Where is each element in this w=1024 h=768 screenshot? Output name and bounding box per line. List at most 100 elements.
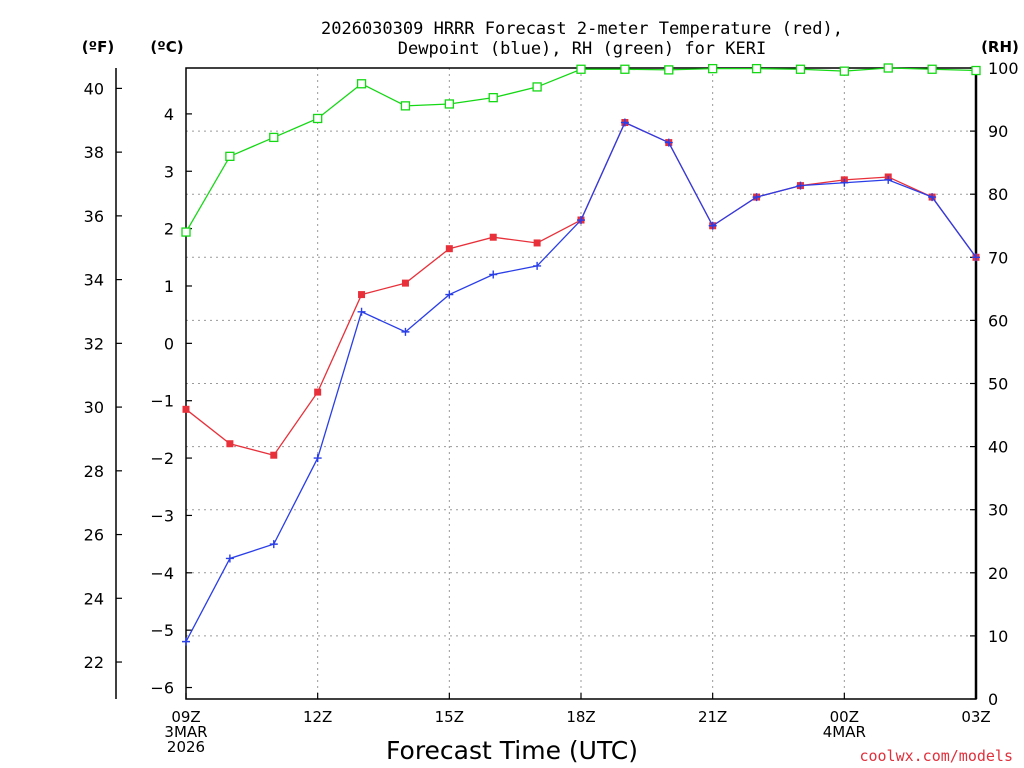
fahrenheit-tick-label: 32 [84, 334, 104, 353]
temperature-point [226, 440, 234, 448]
rh-tick-label: 90 [988, 122, 1008, 141]
axes: 22 24 26 28 30 32 34 36 38 40 −6 −5 −4 −3 −2 −1 0 1 2 3 40 10… [84, 59, 1019, 709]
dewpoint-point [269, 540, 278, 549]
chart-title-line-2: Dewpoint (blue), RH (green) for KERI [398, 39, 766, 59]
temperature-point [489, 233, 497, 241]
celsius-tick-label: −4 [150, 564, 174, 583]
dewpoint-point [796, 181, 805, 190]
celsius-tick-label: 3 [164, 162, 174, 181]
x-tick-label: 21Z [698, 708, 727, 726]
rh-point [620, 64, 630, 74]
plot-frame [185, 67, 977, 700]
celsius-unit-label: (ºC) [150, 38, 183, 56]
dewpoint-point [708, 221, 717, 230]
dewpoint-point [664, 138, 673, 147]
celsius-tick-label: −6 [150, 679, 174, 698]
temperature-point [401, 279, 409, 287]
celsius-tick-label: 2 [164, 220, 174, 239]
rh-point [576, 64, 586, 74]
x-tick-label: 12Z [303, 708, 332, 726]
temperature-point [533, 239, 541, 247]
x-tick-label: 3MAR [164, 723, 207, 741]
rh-point [708, 63, 718, 74]
rh-point [971, 65, 981, 76]
celsius-tick-label: 4 [164, 105, 174, 124]
x-tick-label: 03Z [961, 708, 990, 726]
rh-tick-label: 70 [988, 248, 1008, 267]
fahrenheit-tick-label: 34 [84, 271, 104, 290]
fahrenheit-tick-label: 38 [84, 143, 104, 162]
rh-point [400, 101, 411, 111]
x-tick-label: 15Z [435, 708, 464, 726]
rh-point [181, 227, 191, 237]
dewpoint-point [182, 637, 190, 646]
fahrenheit-tick-label: 28 [84, 462, 104, 481]
celsius-tick-label: 0 [164, 334, 174, 353]
credit-text: coolwx.com/models [859, 747, 1013, 765]
x-tick-label: 4MAR [823, 723, 866, 741]
rh-point [269, 132, 279, 143]
fahrenheit-tick-label: 22 [84, 653, 104, 672]
rh-tick-label: 20 [988, 564, 1008, 583]
rh-tick-label: 10 [988, 627, 1008, 646]
rh-point [444, 99, 454, 109]
rh-unit-label: (RH) [981, 38, 1019, 56]
dewpoint-point [972, 253, 980, 262]
rh-point [356, 79, 367, 89]
temperature-point [445, 245, 453, 253]
rh-point [664, 65, 674, 75]
dewpoint-point [752, 193, 761, 202]
rh-tick-label: 30 [988, 501, 1008, 520]
rh-point [313, 113, 323, 124]
rh-point [795, 64, 806, 74]
celsius-tick-label: 1 [164, 277, 174, 296]
celsius-tick-label: −5 [150, 621, 174, 640]
dewpoint-point [357, 307, 366, 316]
dewpoint-point [533, 261, 542, 270]
rh-point [883, 63, 893, 73]
celsius-tick-label: −1 [150, 392, 174, 411]
x-axis-label: Forecast Time (UTC) [386, 736, 638, 765]
dewpoint-point [313, 454, 322, 463]
fahrenheit-tick-label: 40 [84, 79, 104, 98]
rh-tick-label: 50 [988, 375, 1008, 394]
chart-title-line-1: 2026030309 HRRR Forecast 2-meter Tempera… [321, 19, 843, 39]
rh-point [532, 82, 542, 92]
celsius-tick-label: −2 [150, 449, 174, 468]
rh-point [751, 63, 762, 74]
fahrenheit-tick-label: 36 [84, 207, 104, 226]
fahrenheit-tick-label: 30 [84, 398, 104, 417]
dewpoint-point [445, 290, 454, 299]
rh-tick-label: 40 [988, 438, 1008, 457]
temperature-point [358, 291, 366, 299]
rh-point [488, 93, 498, 103]
dewpoint-point [928, 193, 937, 202]
dewpoint-point [489, 270, 498, 279]
dewpoint-point [620, 118, 629, 127]
x-tick-label: 18Z [566, 708, 595, 726]
temperature-point [182, 405, 190, 413]
dewpoint-point [884, 175, 893, 184]
fahrenheit-unit-label: (ºF) [82, 38, 114, 56]
fahrenheit-tick-label: 24 [84, 589, 104, 608]
fahrenheit-tick-label: 26 [84, 526, 104, 545]
rh-point [225, 151, 235, 161]
grid-lines [186, 68, 976, 699]
rh-tick-label: 100 [988, 59, 1019, 78]
rh-point [839, 66, 849, 76]
dewpoint-point [577, 216, 585, 225]
x-tick-label: 2026 [167, 738, 205, 756]
rh-tick-label: 60 [988, 311, 1008, 330]
dewpoint-point [840, 178, 849, 187]
dewpoint-point [401, 327, 410, 336]
x-tick-label: 00Z [830, 708, 859, 726]
rh-point [927, 64, 937, 74]
data-series [181, 63, 981, 646]
temperature-point [270, 451, 278, 459]
rh-tick-label: 80 [988, 185, 1008, 204]
dewpoint-point [225, 554, 234, 563]
celsius-tick-label: −3 [150, 506, 174, 525]
x-tick-label: 09Z [171, 708, 200, 726]
